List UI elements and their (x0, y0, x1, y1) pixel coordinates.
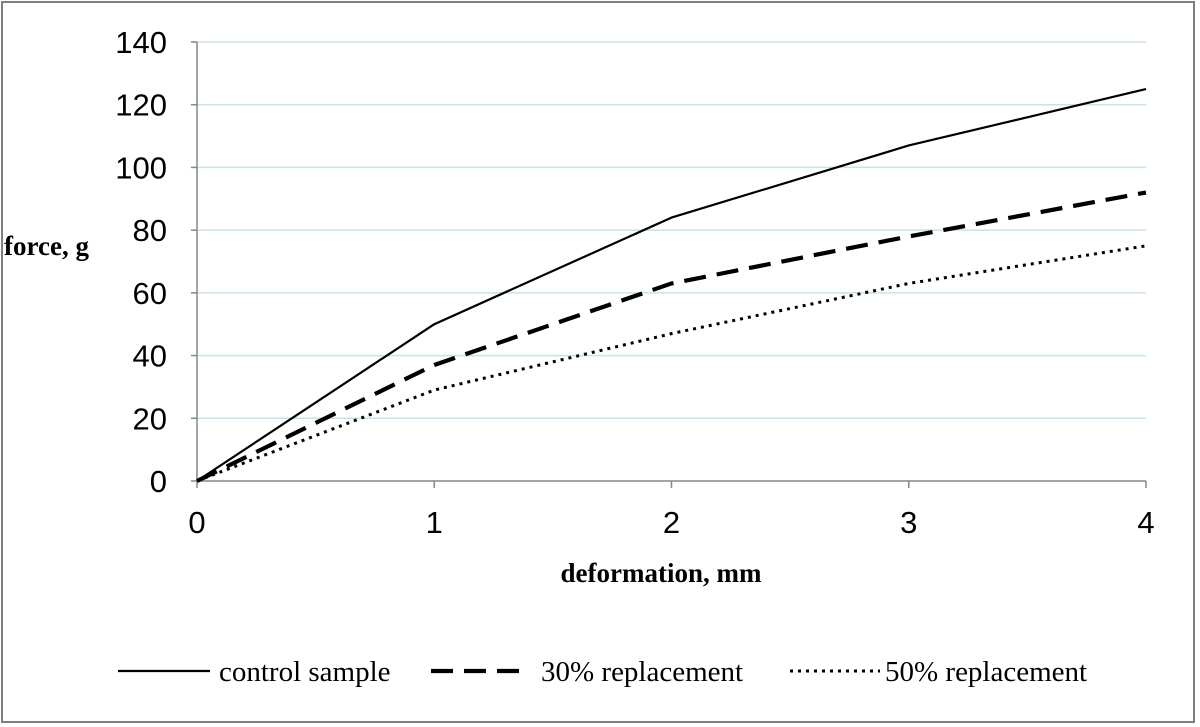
legend-label-1: control sample (219, 656, 391, 688)
legend: control sample 30% replacement 50% replace… (118, 656, 1087, 688)
series-line-2 (196, 190, 1147, 483)
y-tick-label: 80 (133, 213, 167, 248)
x-tick-label: 0 (188, 505, 205, 540)
y-tick-label: 140 (115, 25, 167, 60)
x-tick-label: 2 (663, 505, 680, 540)
y-tick-label: 0 (150, 464, 167, 499)
y-tick-labels: 0 20 40 60 80 100 120 140 (115, 25, 167, 499)
x-tick-label: 4 (1137, 505, 1154, 540)
series-line-1 (196, 87, 1147, 482)
x-tick-label: 1 (426, 505, 443, 540)
x-tick-labels: 0 1 2 3 4 (188, 505, 1154, 540)
y-tick-label: 120 (115, 88, 167, 123)
y-tick-label: 100 (115, 150, 167, 185)
y-tick-label: 40 (133, 339, 167, 374)
legend-label-2: 30% replacement (541, 656, 743, 688)
y-axis-title: force, g (4, 231, 89, 261)
gridlines (197, 41, 1146, 420)
series-line-3 (196, 244, 1147, 483)
y-tick-label: 60 (133, 276, 167, 311)
axes (191, 41, 1147, 488)
y-tick-label: 20 (133, 401, 167, 436)
legend-label-3: 50% replacement (885, 656, 1087, 688)
series-lines (196, 87, 1147, 483)
x-axis-title: deformation, mm (561, 558, 762, 588)
x-tick-label: 3 (900, 505, 917, 540)
